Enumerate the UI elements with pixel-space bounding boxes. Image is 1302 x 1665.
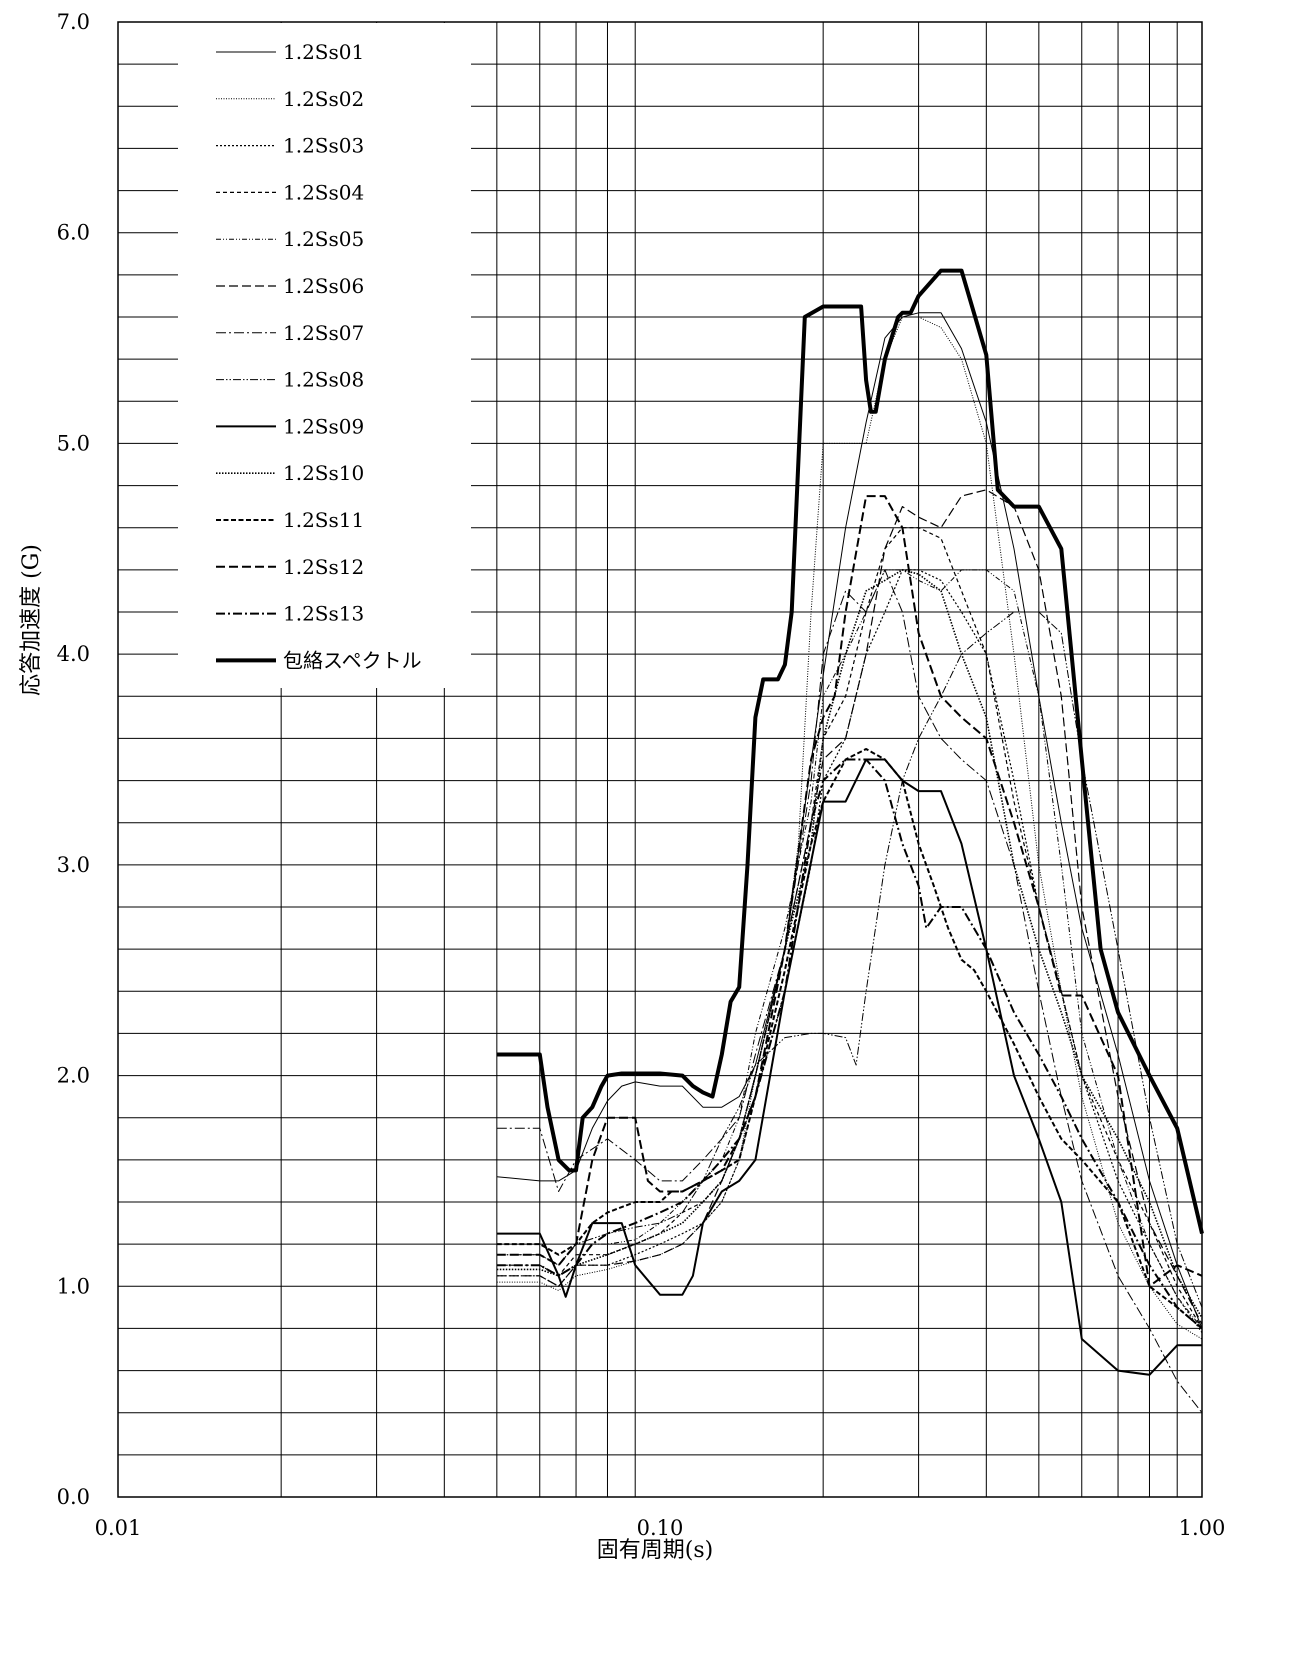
series-line-14 <box>496 268 1204 1235</box>
legend-label: 1.2Ss01 <box>283 40 364 64</box>
series-line-9 <box>496 758 1202 1376</box>
series-line-10 <box>496 569 1203 1319</box>
x-tick-label: 0.01 <box>95 1516 142 1540</box>
legend-label: 1.2Ss09 <box>283 414 364 438</box>
series-line-2 <box>496 316 1203 1340</box>
x-tick-label: 0.10 <box>637 1516 684 1540</box>
tick-labels: 0.0 1.0 2.0 3.0 4.0 5.0 6.0 7.0 0.01 0.10 1.00 <box>57 10 1226 1540</box>
series-line-13 <box>496 758 1203 1330</box>
series-line-6 <box>496 489 1203 1325</box>
legend-label: 包絡スペクトル <box>283 648 422 672</box>
legend: 1.2Ss01 1.2Ss02 1.2Ss03 1.2Ss04 1.2Ss05 1.2Ss… <box>216 40 422 672</box>
y-tick-label: 4.0 <box>57 642 90 666</box>
legend-label: 1.2Ss04 <box>283 180 364 204</box>
legend-label: 1.2Ss05 <box>283 227 364 251</box>
series-line-1 <box>496 312 1203 1329</box>
y-tick-label: 2.0 <box>57 1064 90 1088</box>
x-tick-label: 1.00 <box>1179 1516 1226 1540</box>
y-tick-label: 3.0 <box>57 853 90 877</box>
x-axis-title: 固有周期(s) <box>597 1538 713 1563</box>
y-tick-label: 1.0 <box>57 1274 90 1298</box>
y-tick-label: 0.0 <box>57 1485 90 1509</box>
legend-label: 1.2Ss07 <box>283 321 364 345</box>
y-tick-label: 6.0 <box>57 221 90 245</box>
legend-label: 1.2Ss02 <box>283 87 364 111</box>
y-tick-label: 7.0 <box>57 10 90 34</box>
y-tick-label: 5.0 <box>57 431 90 455</box>
legend-label: 1.2Ss13 <box>283 602 364 626</box>
legend-label: 1.2Ss11 <box>283 508 364 532</box>
legend-label: 1.2Ss10 <box>283 461 364 485</box>
series-line-12 <box>496 495 1203 1288</box>
series-line-11 <box>496 748 1203 1330</box>
legend-label: 1.2Ss12 <box>283 555 364 579</box>
legend-label: 1.2Ss08 <box>283 368 364 392</box>
series-line-4 <box>496 527 1203 1329</box>
legend-background <box>178 23 471 688</box>
plot-frame <box>117 21 1203 1498</box>
y-axis-title: 応答加速度 (G) <box>19 544 44 696</box>
series-line-3 <box>496 569 1203 1333</box>
series-line-8 <box>496 611 1203 1308</box>
legend-label: 1.2Ss03 <box>283 134 364 158</box>
legend-label: 1.2Ss06 <box>283 274 364 298</box>
series-lines <box>496 268 1204 1414</box>
